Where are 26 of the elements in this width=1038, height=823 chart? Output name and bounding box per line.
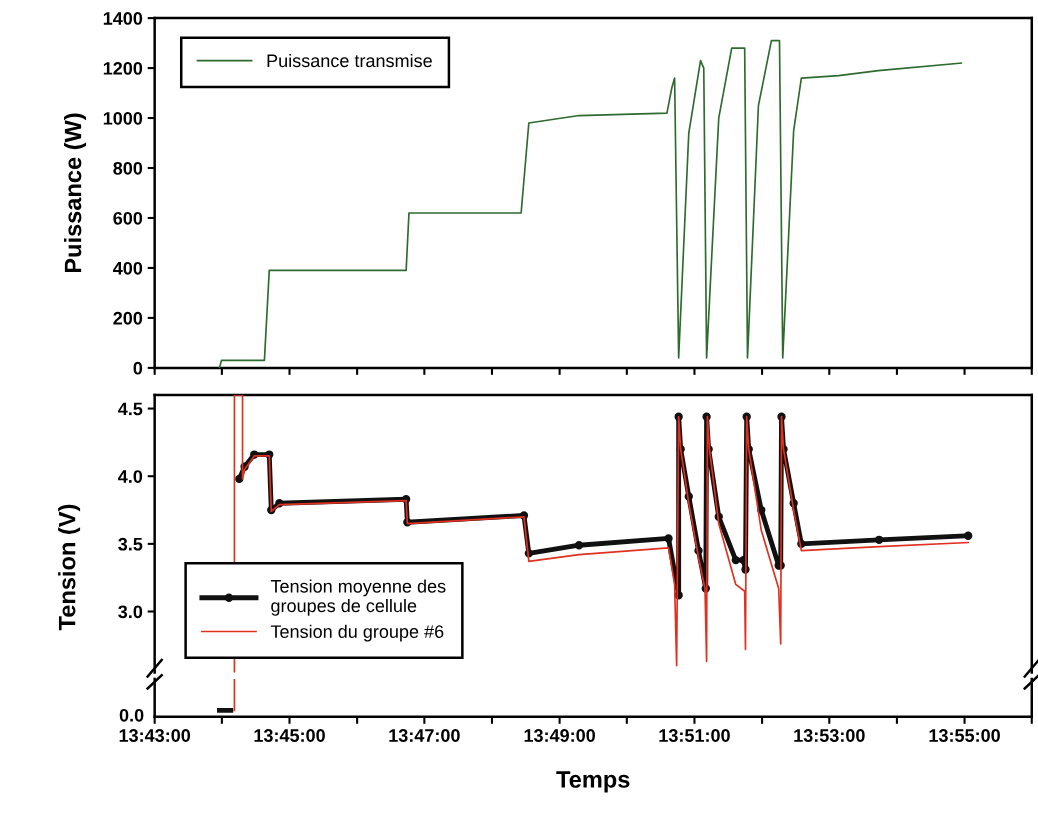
y-tick-label: 800 (113, 161, 143, 175)
y-tick-label: 1400 (103, 12, 143, 25)
y-tick-label: 3.0 (118, 605, 143, 619)
y-axis-title: Tension (V) (58, 504, 81, 631)
y-tick-label: 4.0 (118, 470, 143, 483)
x-axis-title: Temps (556, 771, 630, 793)
legend-label: Tension moyenne des groupes de cellule (270, 579, 446, 616)
y-axis-title: Puissance (W) (64, 113, 87, 273)
y-tick-label: 3.5 (118, 537, 143, 551)
y-tick-label: 0 (133, 361, 143, 375)
y-tick-label: 400 (113, 261, 143, 275)
text: 0.0 (119, 708, 144, 722)
x-tick-label: 13:43:00 (119, 729, 191, 742)
y-tick-label: 1200 (103, 62, 143, 75)
x-tick-label: 13:47:00 (389, 729, 460, 742)
x-tick-label: 13:51:00 (659, 729, 730, 742)
x-tick-label: 13:53:00 (794, 729, 865, 742)
y-tick-label: 200 (113, 311, 143, 325)
x-tick-label: 13:49:00 (524, 729, 596, 742)
y-tick-label: 1000 (103, 111, 143, 125)
x-tick-label: 13:45:00 (254, 729, 325, 742)
x-tick-label: 13:55:00 (929, 729, 1000, 742)
y-tick-label: 600 (113, 211, 143, 225)
legend-label: Puissance transmise (267, 53, 432, 68)
y-tick-label: 4.5 (118, 402, 143, 416)
legend-label: Tension du groupe #6 (270, 624, 444, 642)
